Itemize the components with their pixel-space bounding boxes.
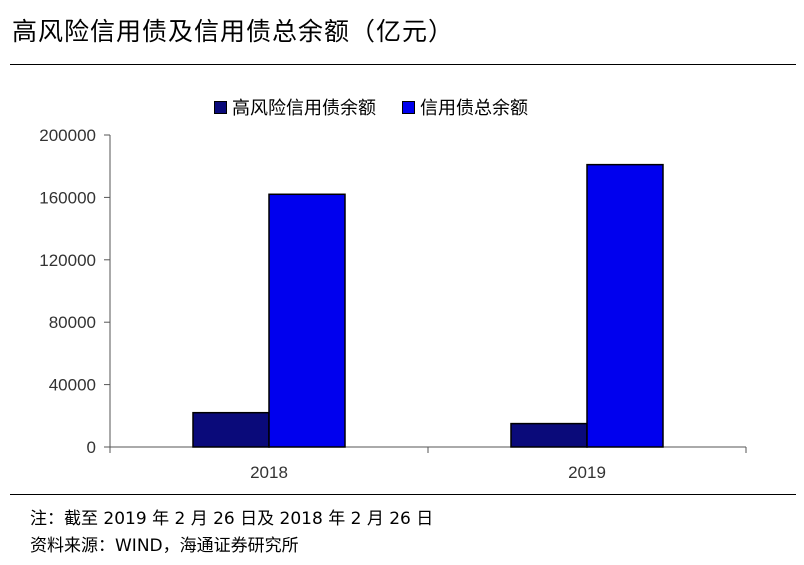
y-tick-label: 0 [87,438,96,457]
y-tick-label: 80000 [49,313,96,332]
chart-legend: 高风险信用债余额 信用债总余额 [214,94,554,120]
legend-label-high-risk: 高风险信用债余额 [232,98,376,119]
title-divider [10,64,796,65]
chart-title: 高风险信用债及信用债总余额（亿元） [12,17,455,46]
y-tick-label: 40000 [49,376,96,395]
x-tick-label: 2018 [250,463,288,482]
legend-swatch-high-risk [214,100,227,114]
bar-total [586,163,664,448]
footer-divider [10,494,796,495]
legend-label-total: 信用债总余额 [420,98,528,119]
footnote: 注：截至 2019 年 2 月 26 日及 2018 年 2 月 26 日 [30,509,434,529]
bar-high-risk [510,422,588,448]
y-tick-label: 120000 [39,251,96,270]
x-tick-label: 2019 [568,463,606,482]
y-tick-label: 200000 [39,126,96,145]
bar-high-risk [192,411,270,448]
y-tick-label: 160000 [39,188,96,207]
legend-item-total: 信用债总余额 [402,94,528,120]
data-source: 资料来源：WIND，海通证券研究所 [30,536,299,556]
legend-swatch-total [402,100,415,114]
legend-item-high-risk: 高风险信用债余额 [214,94,376,120]
bar-total [268,193,346,448]
